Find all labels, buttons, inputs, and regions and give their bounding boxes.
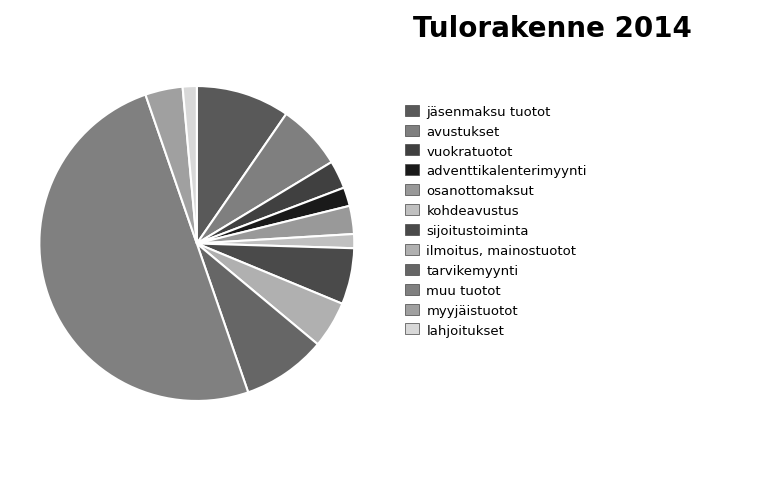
Wedge shape [39,96,248,401]
Wedge shape [197,188,350,244]
Wedge shape [197,235,354,249]
Legend: jäsenmaksu tuotot, avustukset, vuokratuotot, adventtikalenterimyynti, osanottoma: jäsenmaksu tuotot, avustukset, vuokratuo… [404,104,588,338]
Wedge shape [197,244,342,345]
Wedge shape [197,206,354,244]
Wedge shape [182,87,197,244]
Wedge shape [197,115,332,244]
Wedge shape [197,87,286,244]
Wedge shape [145,87,197,244]
Wedge shape [197,244,318,392]
Wedge shape [197,163,344,244]
Wedge shape [197,244,354,304]
Text: Tulorakenne 2014: Tulorakenne 2014 [413,15,692,42]
